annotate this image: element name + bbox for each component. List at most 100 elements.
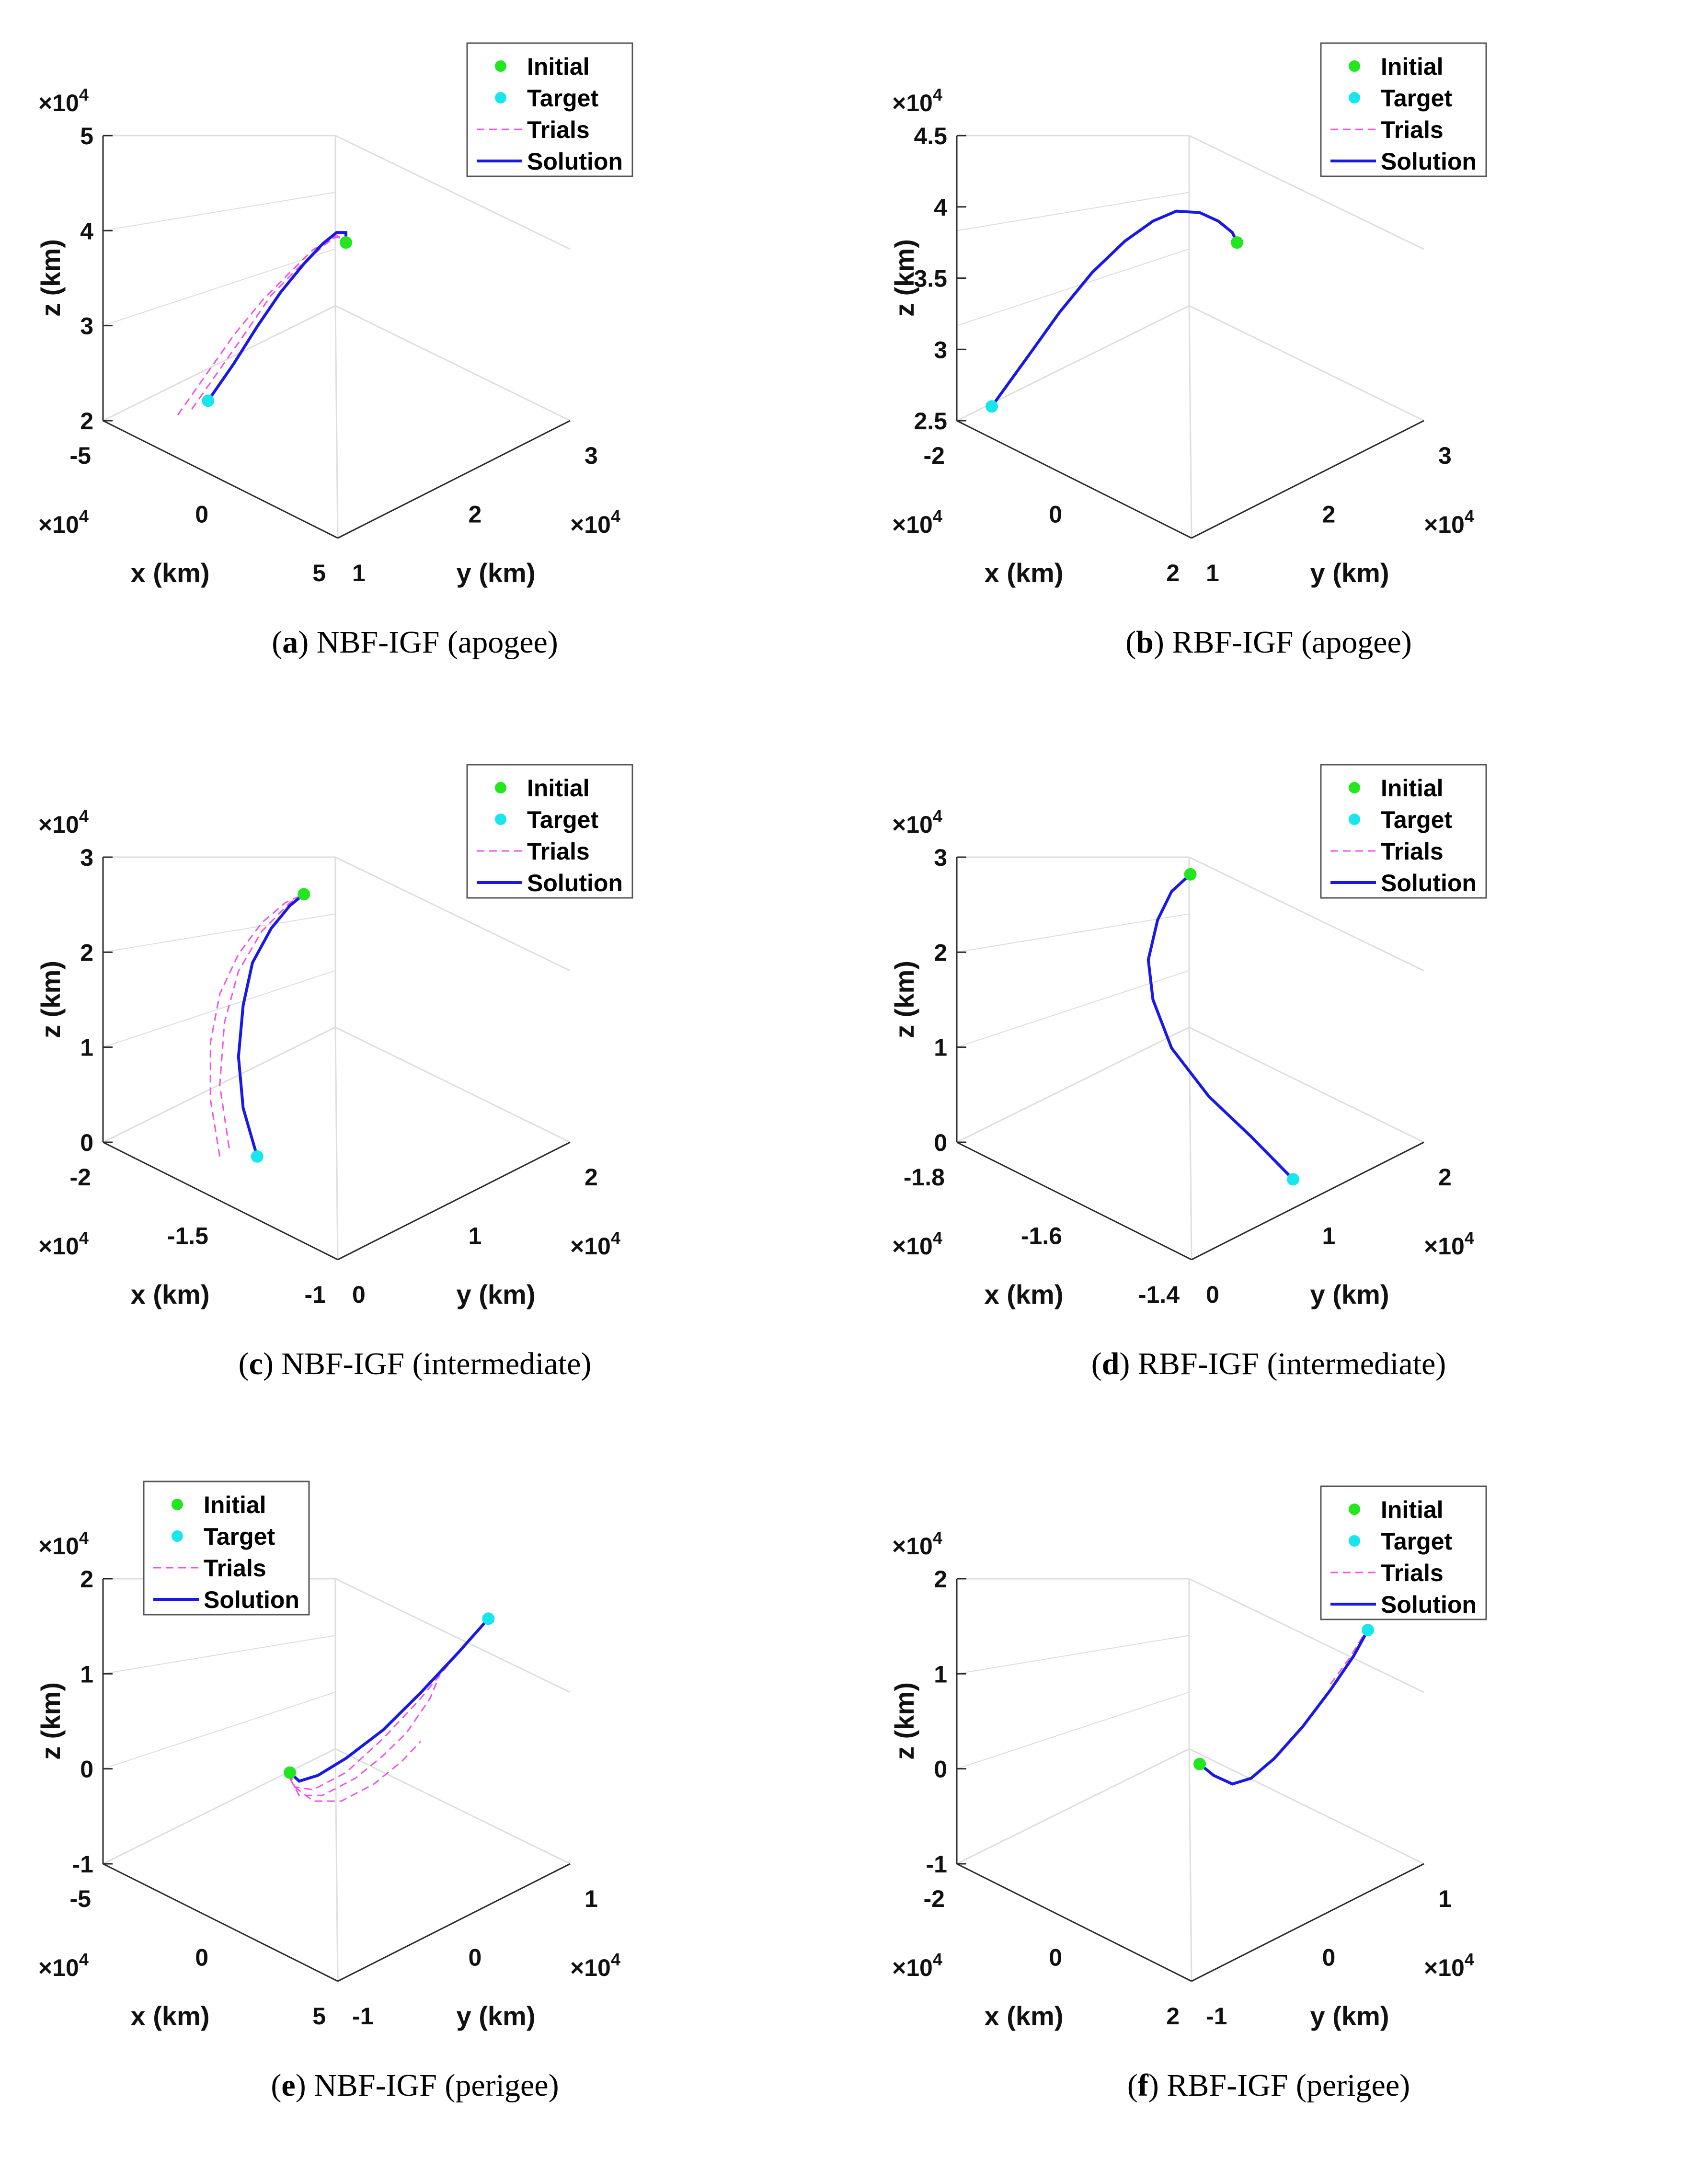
legend-target-marker xyxy=(495,814,506,825)
grid-line xyxy=(335,1578,571,1693)
y-exponent: ×104 xyxy=(570,506,620,538)
legend-label: Target xyxy=(1381,1528,1452,1555)
solution-trajectory xyxy=(206,231,347,402)
x-exponent: ×104 xyxy=(892,1228,942,1260)
x-exponent: ×104 xyxy=(38,1950,89,1981)
x-tick-label: -1.4 xyxy=(1138,1281,1180,1308)
grid-line xyxy=(1189,856,1424,972)
z-tick-label: 1 xyxy=(80,1034,93,1061)
y-axis-label: y (km) xyxy=(457,2001,536,2031)
x-tick-label: -1 xyxy=(305,1281,326,1308)
legend-box xyxy=(1320,42,1487,177)
z-exponent: ×104 xyxy=(892,1528,942,1560)
grid-line xyxy=(335,305,571,422)
y-tick-label: 0 xyxy=(469,1944,482,1971)
z-tick-label: 0 xyxy=(80,1756,93,1783)
grid-line xyxy=(1188,1748,1192,1982)
x-tick-label: 0 xyxy=(1049,1944,1062,1971)
axis-line xyxy=(956,1863,1192,1982)
legend: Initial Target Trials Solution xyxy=(466,764,633,899)
x-axis-label: x (km) xyxy=(131,558,210,588)
legend: Initial Target Trials Solution xyxy=(1320,1485,1487,1620)
grid-line xyxy=(335,135,571,250)
grid-line xyxy=(1188,305,1192,539)
x-tick-label: -1.8 xyxy=(904,1164,945,1191)
legend-label: Solution xyxy=(527,148,623,175)
z-axis-label: z (km) xyxy=(35,1682,66,1760)
axis-line xyxy=(956,420,1192,539)
y-exponent: ×104 xyxy=(570,1950,620,1981)
legend-initial-marker xyxy=(172,1499,183,1510)
caption-text: NBF-IGF (apogee) xyxy=(316,625,558,660)
caption-letter: d xyxy=(1101,1346,1120,1381)
x-tick-label: -2 xyxy=(924,442,945,469)
y-tick-label: 0 xyxy=(352,1281,366,1308)
z-tick-label: 5 xyxy=(80,123,93,149)
x-tick-label: -2 xyxy=(924,1885,945,1912)
z-exponent: ×104 xyxy=(38,1528,89,1560)
legend-target-marker xyxy=(1349,92,1360,103)
y-axis-label: y (km) xyxy=(457,1279,536,1309)
y-tick-label: 3 xyxy=(585,442,598,469)
z-tick-label: 4 xyxy=(934,194,947,221)
grid-line xyxy=(956,192,1190,231)
z-axis-label: z (km) xyxy=(889,961,919,1038)
x-exponent: ×104 xyxy=(38,1228,89,1260)
z-exponent: ×104 xyxy=(38,806,89,838)
grid-line xyxy=(103,192,336,231)
plot-d: 0 1 2 3 -1.8 -1.6 -1.4 0 1 2 ×104 ×104 ×104 z (km) x (… xyxy=(889,764,1487,1309)
caption-text: NBF-IGF (perigee) xyxy=(314,2068,559,2103)
legend-box xyxy=(1320,1485,1487,1620)
y-tick-label: 0 xyxy=(1206,1281,1219,1308)
legend-target-marker xyxy=(495,92,506,103)
legend-label: Initial xyxy=(1381,775,1444,802)
z-tick-label: 1 xyxy=(934,1034,947,1061)
y-exponent: ×104 xyxy=(570,1228,620,1260)
axis-line xyxy=(1191,1141,1424,1261)
y-axis-label: y (km) xyxy=(1310,558,1389,588)
caption-c: (c) NBF-IGF (intermediate) xyxy=(238,1346,592,1381)
target-point xyxy=(202,394,215,407)
z-tick-label: 2 xyxy=(934,939,947,966)
grid-line xyxy=(334,1748,339,1982)
z-tick-label: 2.5 xyxy=(914,408,947,435)
legend-label: Solution xyxy=(204,1586,299,1613)
legend-label: Target xyxy=(1381,806,1452,833)
y-axis-label: y (km) xyxy=(457,558,536,588)
plot-e: -1 0 1 2 -5 0 5 -1 0 1 ×104 ×104 ×104 z (km) x (km) y (… xyxy=(35,1481,620,2031)
grid-line xyxy=(335,856,571,972)
caption-text: RBF-IGF (perigee) xyxy=(1167,2068,1410,2103)
grid-line xyxy=(103,913,336,953)
grid-line xyxy=(1189,1748,1424,1865)
x-axis-label: x (km) xyxy=(985,2001,1064,2031)
axis-line xyxy=(103,1863,338,1982)
grid-line xyxy=(956,1691,1190,1769)
panel-f: -1 0 1 2 -2 0 2 -1 0 1 ×104 ×104 ×104 z (km) x (km) y (… xyxy=(854,1443,1708,2158)
y-tick-label: -1 xyxy=(1206,2003,1227,2030)
x-tick-label: -1.6 xyxy=(1021,1223,1062,1250)
legend-label: Solution xyxy=(1381,870,1477,896)
z-tick-label: 4 xyxy=(80,218,93,244)
z-tick-label: 2 xyxy=(80,939,93,966)
z-exponent: ×104 xyxy=(892,85,942,116)
grid-line xyxy=(103,305,336,422)
axis-line xyxy=(103,1141,338,1261)
y-tick-label: 2 xyxy=(1438,1164,1452,1191)
legend-label: Initial xyxy=(204,1492,266,1518)
z-axis-label: z (km) xyxy=(889,239,919,317)
x-tick-label: 2 xyxy=(1166,560,1180,586)
z-tick-label: 3 xyxy=(80,844,93,871)
z-tick-label: 0 xyxy=(934,1756,947,1783)
panel-c: 0 1 2 3 -2 -1.5 -1 0 1 2 ×104 ×104 ×104 z (km) x (km) y… xyxy=(0,722,854,1436)
solution-trajectory xyxy=(990,209,1238,408)
grid-line xyxy=(103,1635,336,1675)
solution-trajectory xyxy=(1199,1629,1369,1786)
legend-label: Initial xyxy=(527,775,590,802)
legend-box xyxy=(1320,764,1487,899)
z-tick-label: 3 xyxy=(80,313,93,340)
legend-target-marker xyxy=(1349,814,1360,825)
trial-trajectory xyxy=(289,1618,489,1791)
z-tick-label: 2 xyxy=(80,1566,93,1593)
trial-trajectory xyxy=(219,894,305,1148)
